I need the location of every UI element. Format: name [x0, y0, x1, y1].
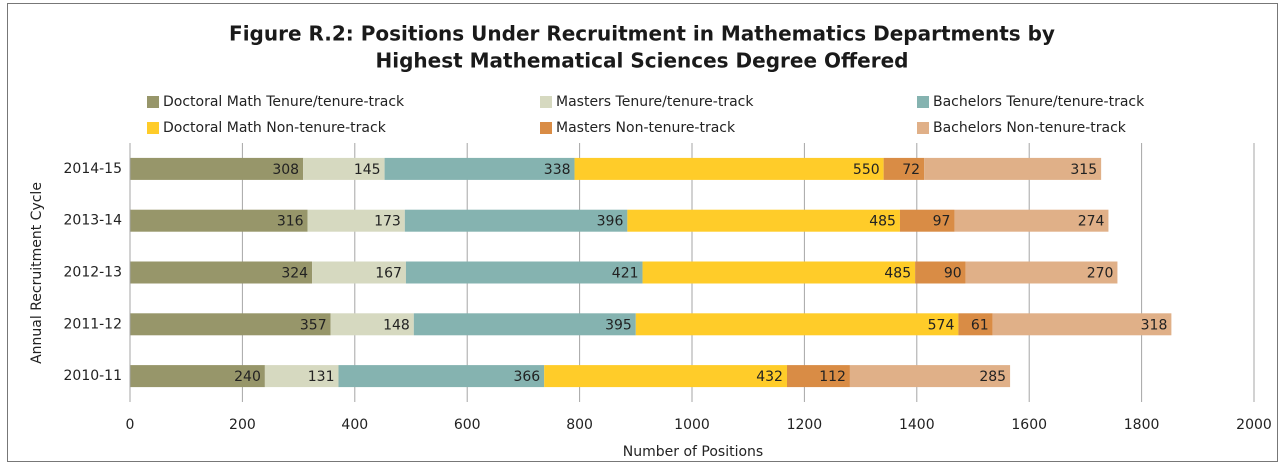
data-label: 485: [884, 266, 911, 282]
bar-segment: [924, 157, 1102, 180]
legend-label: Doctoral Math Non-tenure-track: [163, 120, 387, 136]
data-label: 357: [300, 317, 327, 333]
data-label: 338: [544, 162, 571, 178]
data-label: 90: [944, 266, 962, 282]
y-tick-label: 2012-13: [64, 265, 123, 281]
y-tick-label: 2014-15: [64, 161, 123, 177]
data-label: 395: [605, 317, 632, 333]
bar-segment: [130, 365, 265, 388]
x-tick-label: 600: [454, 417, 481, 433]
data-label: 72: [902, 162, 920, 178]
legend-swatch: [917, 122, 929, 134]
bar-segment: [404, 209, 628, 232]
legend-swatch: [147, 96, 159, 108]
data-label: 148: [383, 317, 410, 333]
bar-segment: [303, 157, 385, 180]
bar-segment: [130, 313, 331, 336]
bar-segment: [264, 365, 339, 388]
x-tick-label: 0: [126, 417, 135, 433]
bar-segment: [130, 209, 308, 232]
x-tick-label: 200: [229, 417, 256, 433]
data-label: 432: [756, 369, 783, 385]
legend-label: Masters Non-tenure-track: [556, 120, 736, 136]
x-axis-title: Number of Positions: [623, 444, 763, 460]
data-label: 112: [819, 369, 846, 385]
bar-segment: [883, 157, 925, 180]
bar-segment: [635, 313, 959, 336]
data-label: 315: [1070, 162, 1097, 178]
bar-segment: [627, 209, 900, 232]
x-tick-label: 1000: [674, 417, 710, 433]
data-label: 574: [928, 317, 955, 333]
legend-label: Masters Tenure/tenure-track: [556, 94, 754, 110]
bar-segment: [899, 209, 955, 232]
bar-segment: [130, 261, 313, 284]
bar-segment: [330, 313, 414, 336]
x-tick-label: 1200: [787, 417, 823, 433]
data-label: 366: [513, 369, 540, 385]
x-tick-label: 2000: [1236, 417, 1272, 433]
y-tick-label: 2011-12: [64, 316, 123, 332]
data-label: 270: [1087, 266, 1114, 282]
bar-segment: [130, 157, 304, 180]
data-label: 324: [281, 266, 308, 282]
bar-segment: [312, 261, 406, 284]
data-label: 97: [933, 214, 951, 230]
chart-title: Figure R.2: Positions Under Recruitment …: [229, 22, 1055, 46]
chart-title: Highest Mathematical Sciences Degree Off…: [376, 49, 909, 73]
legend-swatch: [540, 96, 552, 108]
x-tick-label: 800: [566, 417, 593, 433]
bar-segment: [954, 209, 1109, 232]
data-label: 421: [612, 266, 639, 282]
bar-segment: [574, 157, 884, 180]
data-label: 316: [277, 214, 304, 230]
y-tick-label: 2010-11: [64, 368, 123, 384]
data-label: 173: [374, 214, 401, 230]
x-tick-label: 1400: [899, 417, 935, 433]
legend-swatch: [540, 122, 552, 134]
data-label: 145: [354, 162, 381, 178]
legend-swatch: [147, 122, 159, 134]
data-label: 318: [1141, 317, 1168, 333]
data-label: 308: [272, 162, 299, 178]
bar-segment: [642, 261, 916, 284]
bar-segment: [786, 365, 850, 388]
legend-label: Doctoral Math Tenure/tenure-track: [163, 94, 405, 110]
data-label: 285: [979, 369, 1006, 385]
data-label: 485: [869, 214, 896, 230]
bar-segment: [965, 261, 1118, 284]
data-label: 274: [1078, 214, 1105, 230]
data-label: 61: [971, 317, 989, 333]
y-tick-label: 2013-14: [64, 213, 123, 229]
bar-segment: [405, 261, 643, 284]
data-label: 131: [308, 369, 335, 385]
x-tick-label: 1800: [1124, 417, 1160, 433]
data-label: 550: [853, 162, 880, 178]
bar-segment: [384, 157, 575, 180]
bar-segment: [915, 261, 966, 284]
legend-label: Bachelors Non-tenure-track: [933, 120, 1127, 136]
bar-segment: [992, 313, 1172, 336]
bar-segment: [544, 365, 787, 388]
bar-segment: [307, 209, 405, 232]
data-label: 396: [597, 214, 624, 230]
bar-segment: [413, 313, 636, 336]
x-tick-label: 1600: [1011, 417, 1047, 433]
bar-segment: [338, 365, 545, 388]
bar-segment: [958, 313, 993, 336]
y-axis-title: Annual Recruitment Cycle: [29, 182, 45, 364]
data-label: 167: [375, 266, 402, 282]
legend-label: Bachelors Tenure/tenure-track: [933, 94, 1145, 110]
bar-segment: [849, 365, 1011, 388]
data-label: 240: [234, 369, 261, 385]
legend-swatch: [917, 96, 929, 108]
x-tick-label: 400: [341, 417, 368, 433]
